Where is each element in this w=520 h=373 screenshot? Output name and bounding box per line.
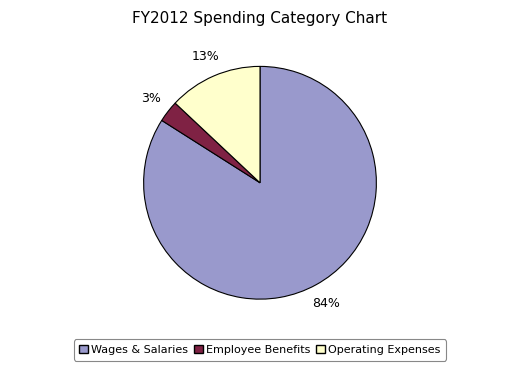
Text: 84%: 84%: [312, 297, 340, 310]
Title: FY2012 Spending Category Chart: FY2012 Spending Category Chart: [133, 12, 387, 26]
Legend: Wages & Salaries, Employee Benefits, Operating Expenses: Wages & Salaries, Employee Benefits, Ope…: [74, 339, 446, 361]
Wedge shape: [175, 66, 260, 183]
Text: 13%: 13%: [191, 50, 219, 63]
Text: 3%: 3%: [141, 92, 161, 105]
Wedge shape: [144, 66, 376, 299]
Wedge shape: [162, 103, 260, 183]
